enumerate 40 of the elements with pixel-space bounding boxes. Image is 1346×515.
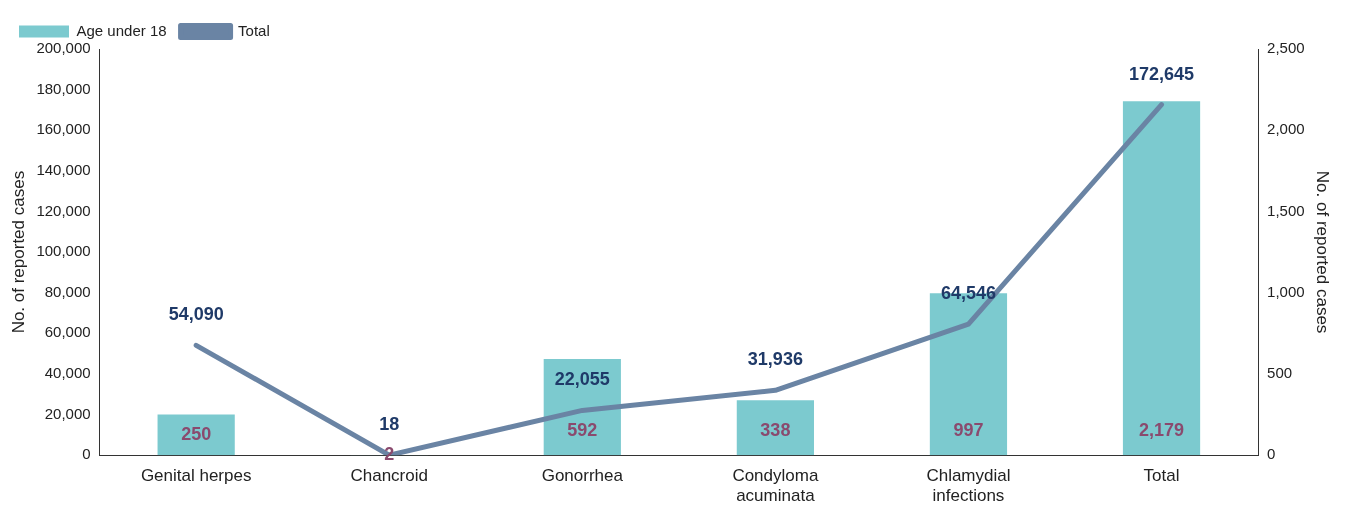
y-tick-label: 20,000	[44, 404, 91, 422]
y2-tick-label: 500	[1267, 364, 1293, 382]
data-label: 592	[567, 420, 598, 441]
data-label: 22,055	[554, 369, 610, 390]
data-label: 250	[181, 423, 212, 444]
data-label: 18	[379, 414, 400, 435]
data-label: 997	[953, 420, 984, 441]
y-tick-label: 100,000	[36, 242, 91, 260]
data-label: 2,179	[1139, 420, 1185, 441]
x-tick-label: Condyloma acuminata	[732, 466, 819, 506]
bar	[736, 400, 814, 456]
data-label: 54,090	[168, 304, 224, 325]
y2-tick-label: 2,500	[1267, 39, 1305, 57]
y-axis-title: No. of reported cases	[8, 170, 28, 334]
bar	[157, 414, 235, 456]
legend-label: Total	[238, 21, 270, 39]
y2-tick-label: 2,000	[1267, 120, 1305, 138]
x-tick-label: Genital herpes	[140, 466, 252, 486]
legend-label: Age under 18	[76, 21, 167, 39]
x-tick-label: Chancroid	[350, 466, 428, 486]
y-tick-label: 0	[82, 445, 91, 463]
y-tick-label: 120,000	[36, 201, 91, 219]
y-tick-label: 140,000	[36, 161, 91, 178]
data-label: 31,936	[747, 349, 803, 370]
y2-tick-label: 1,000	[1267, 282, 1305, 300]
y-tick-label: 40,000	[44, 364, 91, 382]
y-tick-label: 80,000	[44, 282, 91, 300]
y-tick-label: 200,000	[36, 39, 91, 57]
y2-tick-label: 0	[1267, 445, 1276, 463]
y2-axis-title: No. of reported cases	[1313, 170, 1333, 334]
bar	[1122, 101, 1201, 456]
x-tick-label: Total	[1143, 466, 1180, 486]
x-tick-label: Gonorrhea	[541, 466, 624, 486]
data-label: 338	[760, 420, 791, 441]
y2-tick-label: 1,500	[1267, 201, 1305, 219]
x-tick-label: Chlamydial infections	[926, 466, 1011, 506]
y-tick-label: 60,000	[44, 323, 91, 341]
data-label: 172,645	[1128, 63, 1195, 84]
y-tick-label: 180,000	[36, 79, 91, 97]
y-tick-label: 160,000	[36, 120, 91, 138]
